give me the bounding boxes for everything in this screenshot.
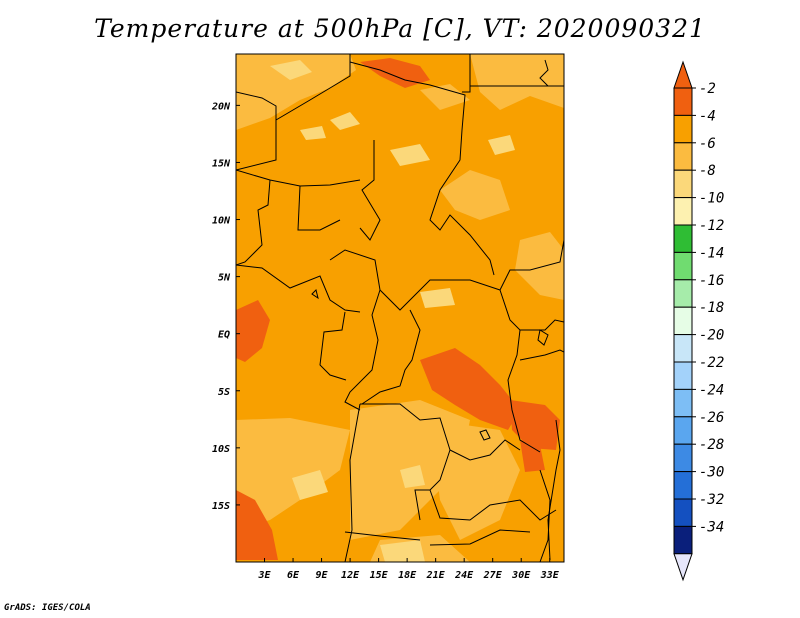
colorbar-swatch xyxy=(673,197,693,226)
latitude-axis: 20N 15N 10N 5N EQ 5S 10S 15S xyxy=(211,101,240,512)
colorbar-label: -20 xyxy=(699,328,724,344)
lon-tick-label: 21E xyxy=(426,570,446,581)
chart-title: Temperature at 500hPa [C], VT: 202009032… xyxy=(94,14,706,43)
colorbar-label: -12 xyxy=(699,218,724,234)
lon-tick-label: 12E xyxy=(341,570,360,581)
colorbar-swatch xyxy=(673,114,693,144)
colorbar-swatch xyxy=(673,142,693,171)
colorbar-label: -14 xyxy=(699,245,724,261)
colorbar-swatch xyxy=(673,279,693,308)
lat-tick-label: 15N xyxy=(212,158,231,169)
colorbar-swatch xyxy=(673,388,693,418)
colorbar-label: -26 xyxy=(699,410,724,426)
colorbar-label: -32 xyxy=(699,492,724,508)
lat-tick-label: 5S xyxy=(218,387,230,398)
colorbar-swatch xyxy=(673,525,693,555)
colorbar-swatch xyxy=(673,443,693,473)
colorbar-swatch xyxy=(673,306,693,336)
colorbar-bottom-arrow xyxy=(673,553,693,582)
colorbar-label: -2 xyxy=(699,81,716,97)
lon-tick-label: 24E xyxy=(454,570,474,581)
colorbar-label: -10 xyxy=(699,191,724,207)
colorbar-label: -18 xyxy=(699,300,724,316)
lon-tick-label: 6E xyxy=(287,570,300,581)
colorbar-top-arrow xyxy=(673,60,693,89)
colorbar-label: -22 xyxy=(699,355,724,371)
lat-tick-label: 10N xyxy=(212,216,231,227)
colorbar-label: -34 xyxy=(699,519,724,535)
colorbar-legend: -2 -4 -6 -8 -10 -12 -14 -16 -18 -20 -22 -24 -26 -28 -3… xyxy=(673,60,724,582)
colorbar-swatch xyxy=(673,416,693,445)
minus4-regions xyxy=(236,58,560,560)
lon-tick-label: 15E xyxy=(370,570,389,581)
lat-tick-label: 15S xyxy=(212,501,230,512)
lat-tick-label: 10S xyxy=(212,444,230,455)
colorbar-label: -8 xyxy=(699,163,716,179)
colorbar-swatch xyxy=(673,498,693,527)
lon-tick-label: 30E xyxy=(511,570,531,581)
lon-tick-label: 18E xyxy=(398,570,417,581)
lon-tick-label: 3E xyxy=(257,570,271,581)
lon-tick-label: 9E xyxy=(316,570,329,581)
map-panel xyxy=(236,54,564,562)
colorbar-swatch xyxy=(673,87,693,116)
colorbar-label: -16 xyxy=(699,273,724,289)
lon-tick-label: 33E xyxy=(540,570,560,581)
lat-tick-label: 20N xyxy=(211,101,231,112)
colorbar-swatch xyxy=(673,224,693,253)
longitude-axis: 3E 6E 9E 12E 15E 18E 21E 24E 27E 30E 33E xyxy=(257,558,560,581)
colorbar-label: -6 xyxy=(699,136,716,152)
map-frame xyxy=(235,53,565,563)
colorbar-label: -30 xyxy=(699,465,724,481)
colorbar-swatch xyxy=(673,471,693,500)
colorbar-label: -24 xyxy=(699,382,724,398)
grads-credit: GrADS: IGES/COLA xyxy=(4,603,91,613)
colorbar-label: -28 xyxy=(699,437,724,453)
minus8-patches xyxy=(270,60,515,562)
lon-tick-label: 27E xyxy=(483,570,503,581)
colorbar-swatch xyxy=(673,361,693,390)
lat-tick-label: EQ xyxy=(218,330,230,341)
colorbar-label: -4 xyxy=(699,108,716,124)
colorbar-swatch xyxy=(673,334,693,363)
colorbar-swatch xyxy=(673,169,693,199)
lat-tick-label: 5N xyxy=(218,273,231,284)
country-borders xyxy=(236,54,564,562)
colorbar-swatch xyxy=(673,251,693,281)
